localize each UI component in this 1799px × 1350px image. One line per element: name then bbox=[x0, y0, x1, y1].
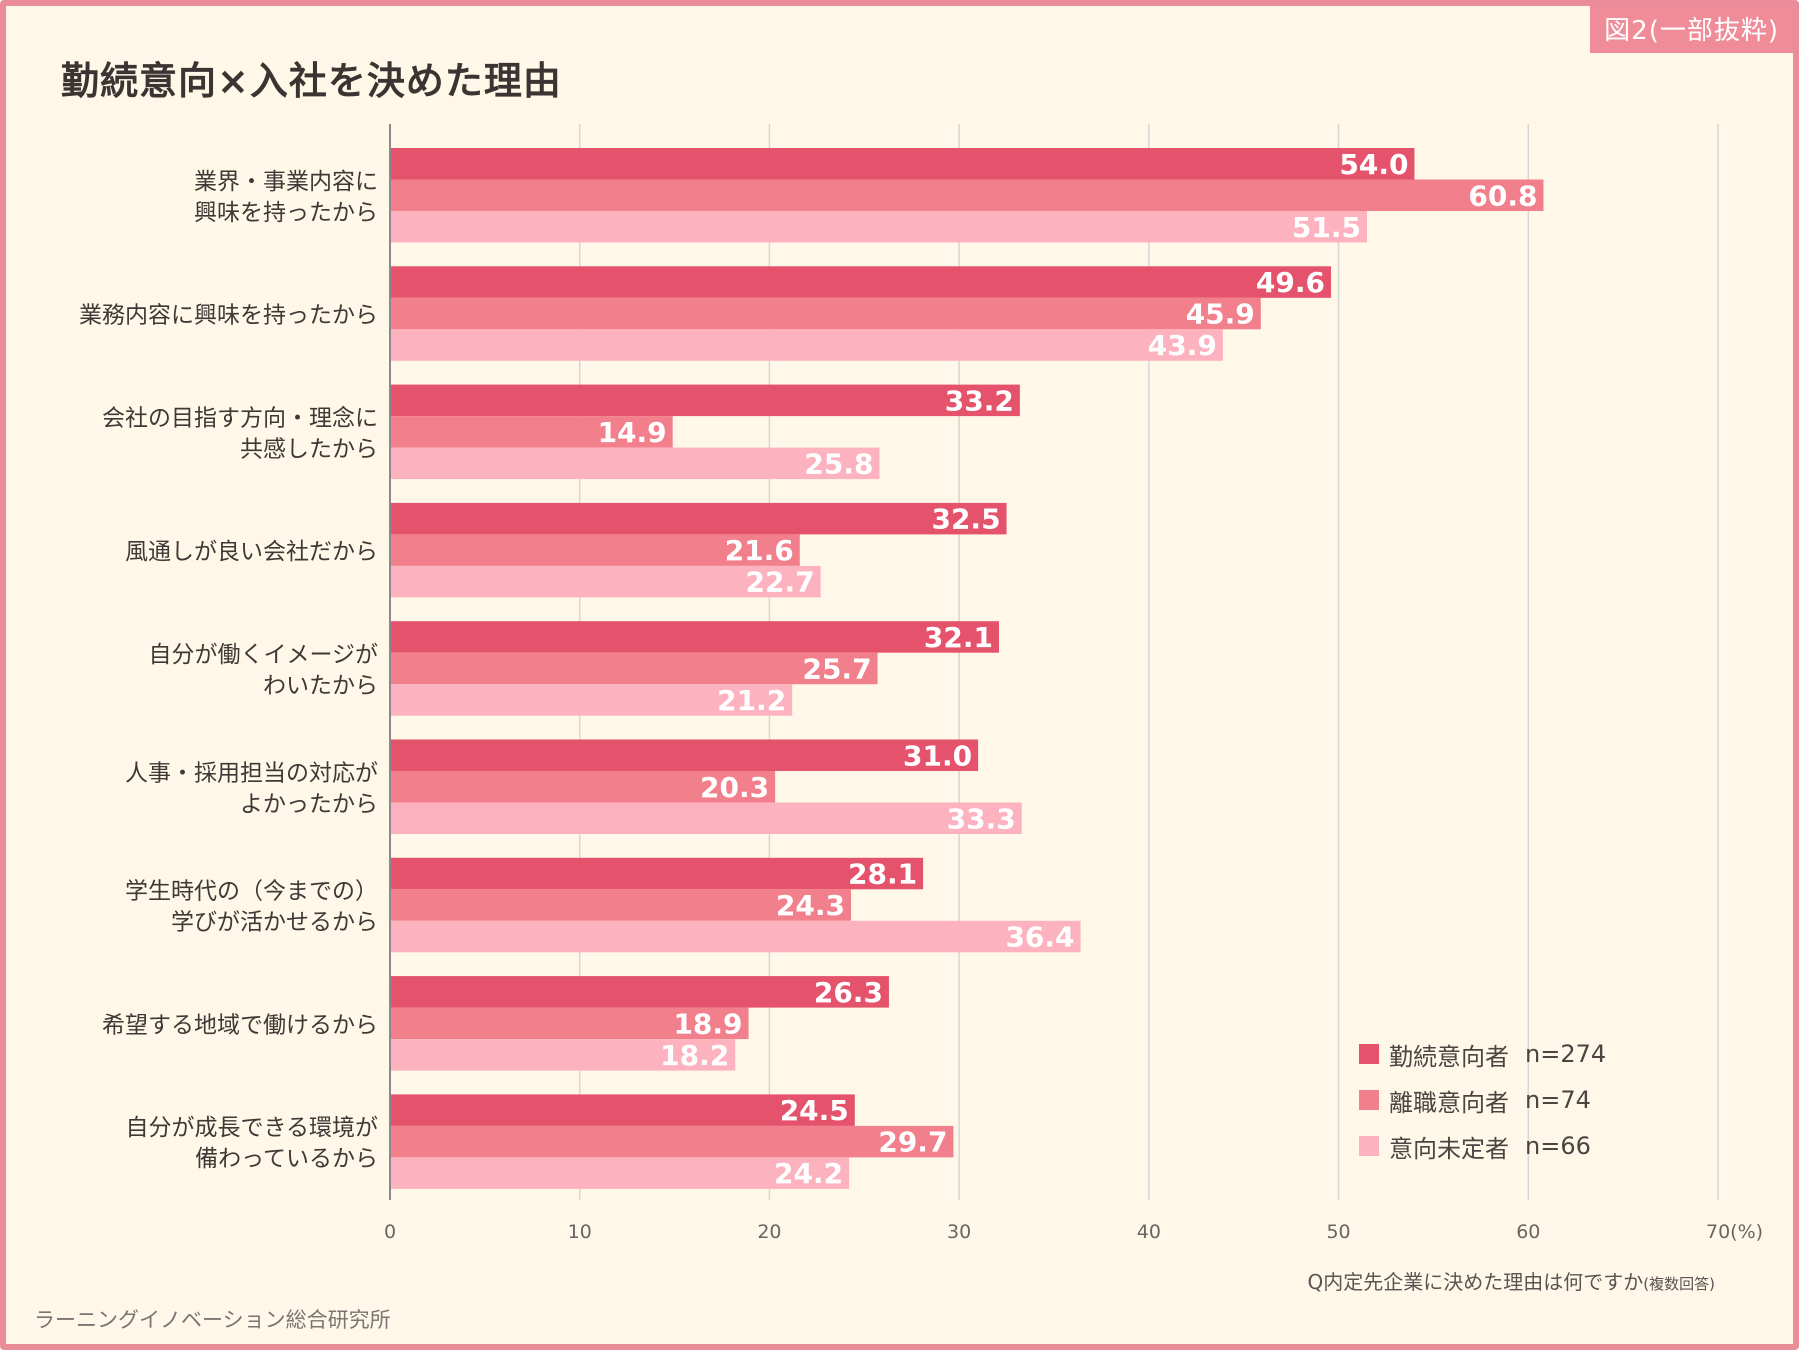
bar bbox=[390, 802, 1022, 834]
data-label: 49.6 bbox=[1256, 266, 1325, 299]
survey-question-text: Q内定先企業に決めた理由は何ですか bbox=[1307, 1270, 1644, 1294]
bar-chart: 54.0 60.8 51.5 49.645.943.9 33.2 14.9 25.8 32.5… bbox=[79, 124, 1763, 1243]
category-label: 共感したから bbox=[240, 436, 378, 462]
data-label: 25.7 bbox=[802, 652, 871, 685]
x-tick-label: 40 bbox=[1137, 1221, 1161, 1243]
survey-question-note: (複数回答) bbox=[1643, 1275, 1715, 1293]
bar bbox=[390, 297, 1261, 330]
bar bbox=[390, 684, 793, 716]
data-label: 54.0 bbox=[1339, 148, 1408, 181]
data-label: 60.8 bbox=[1468, 179, 1537, 212]
data-label: 21.6 bbox=[725, 534, 794, 567]
bar bbox=[390, 739, 979, 771]
bar bbox=[390, 565, 821, 598]
bar bbox=[390, 211, 1368, 243]
category-label: 風通しが良い会社だから bbox=[125, 539, 378, 565]
category-label: 備わっているから bbox=[195, 1146, 378, 1172]
legend-swatch bbox=[1359, 1044, 1379, 1064]
survey-question: Q内定先企業に決めた理由は何ですか(複数回答) bbox=[1308, 1266, 1715, 1295]
x-tick-label: 20 bbox=[757, 1221, 781, 1243]
data-label: 32.5 bbox=[931, 503, 1000, 536]
data-label: 24.2 bbox=[774, 1157, 843, 1190]
legend-sample-size: n=274 bbox=[1525, 1040, 1607, 1068]
data-label: 43.9 bbox=[1148, 329, 1217, 362]
bar bbox=[390, 329, 1223, 361]
bar bbox=[390, 976, 889, 1008]
category-label: 人事・採用担当の対応が bbox=[125, 760, 378, 786]
legend-swatch bbox=[1359, 1136, 1379, 1156]
data-label: 24.5 bbox=[780, 1094, 849, 1127]
category-label: 業界・事業内容に bbox=[194, 169, 378, 195]
data-label: 28.1 bbox=[848, 858, 917, 891]
legend-sample-size: n=74 bbox=[1525, 1086, 1591, 1114]
bar bbox=[390, 534, 800, 566]
figure-label-badge: 図2(一部抜粋) bbox=[1590, 6, 1793, 53]
data-label: 18.2 bbox=[660, 1039, 729, 1072]
data-label: 20.3 bbox=[700, 771, 769, 804]
category-label: 業務内容に興味を持ったから bbox=[79, 303, 378, 329]
data-label: 14.9 bbox=[598, 416, 667, 449]
bar bbox=[390, 148, 1415, 180]
bar bbox=[390, 1094, 855, 1126]
legend-series-name: 離職意向者 bbox=[1389, 1088, 1509, 1117]
category-label: 学生時代の（今までの） bbox=[125, 879, 378, 905]
chart-legend: 勤続意向者 n=274 離職意向者 n=74 意向未定者 n=66 bbox=[1359, 1031, 1606, 1169]
bar bbox=[390, 447, 880, 480]
data-label: 24.3 bbox=[776, 889, 845, 922]
legend-item: 離職意向者 n=74 bbox=[1359, 1077, 1606, 1123]
data-label: 21.2 bbox=[717, 684, 786, 717]
x-tick-label: 30 bbox=[947, 1221, 971, 1243]
data-label: 25.8 bbox=[804, 447, 873, 480]
x-tick-label: 50 bbox=[1326, 1221, 1350, 1243]
data-label: 33.2 bbox=[945, 384, 1014, 417]
category-label: わいたから bbox=[263, 673, 378, 699]
bar bbox=[390, 652, 878, 685]
bar bbox=[390, 266, 1331, 298]
bar bbox=[390, 1039, 736, 1071]
legend-sample-size: n=66 bbox=[1525, 1132, 1591, 1160]
bar bbox=[390, 416, 673, 448]
legend-swatch bbox=[1359, 1090, 1379, 1110]
bar bbox=[390, 1157, 850, 1189]
category-label: 自分が働くイメージが bbox=[148, 642, 378, 668]
legend-series-name: 意向未定者 bbox=[1389, 1134, 1509, 1163]
source-credit: ラーニングイノベーション総合研究所 bbox=[34, 1308, 391, 1332]
bar bbox=[390, 384, 1020, 417]
legend-item: 勤続意向者 n=274 bbox=[1359, 1031, 1606, 1077]
category-label: 興味を持ったから bbox=[194, 200, 378, 226]
data-label: 36.4 bbox=[1005, 921, 1074, 954]
x-tick-label: 0 bbox=[384, 1221, 396, 1243]
category-label: 学びが活かせるから bbox=[171, 910, 378, 936]
bar bbox=[390, 920, 1081, 953]
category-label: 自分が成長できる環境が bbox=[125, 1115, 378, 1141]
category-label: よかったから bbox=[240, 791, 378, 817]
bar bbox=[390, 1125, 954, 1158]
bar bbox=[390, 771, 776, 803]
x-tick-label: 70(%) bbox=[1706, 1221, 1763, 1243]
category-label: 会社の目指す方向・理念に bbox=[102, 405, 378, 431]
chart-title: 勤続意向×入社を決めた理由 bbox=[61, 59, 562, 103]
bar bbox=[390, 857, 924, 890]
data-label: 33.3 bbox=[947, 802, 1016, 835]
x-tick-label: 60 bbox=[1516, 1221, 1540, 1243]
bar bbox=[390, 179, 1544, 211]
data-label: 26.3 bbox=[814, 976, 883, 1009]
bar bbox=[390, 502, 1007, 535]
bar bbox=[390, 1007, 749, 1040]
data-label: 45.9 bbox=[1186, 298, 1255, 331]
data-label: 29.7 bbox=[878, 1126, 947, 1159]
data-label: 51.5 bbox=[1292, 211, 1361, 244]
legend-item: 意向未定者 n=66 bbox=[1359, 1123, 1606, 1169]
x-tick-label: 10 bbox=[568, 1221, 592, 1243]
category-label: 希望する地域で働けるから bbox=[102, 1012, 378, 1038]
data-label: 31.0 bbox=[903, 739, 972, 772]
bar bbox=[390, 621, 999, 653]
data-label: 18.9 bbox=[673, 1007, 742, 1040]
legend-series-name: 勤続意向者 bbox=[1389, 1042, 1509, 1071]
data-label: 32.1 bbox=[924, 621, 993, 654]
bar bbox=[390, 889, 852, 921]
data-label: 22.7 bbox=[746, 566, 815, 599]
